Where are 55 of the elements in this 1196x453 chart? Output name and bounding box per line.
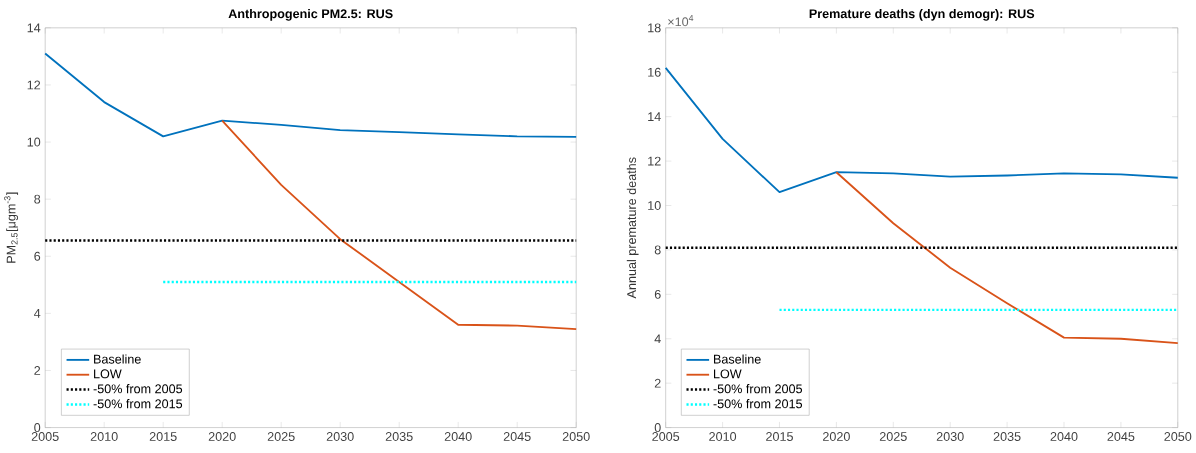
x-tick-label: 2010: [90, 431, 118, 441]
x-tick-label: 2030: [936, 431, 964, 441]
y-tick-label: 18: [648, 23, 661, 33]
y-axis-title: Annual premature deaths: [626, 157, 639, 299]
y-tick-label: 4: [34, 308, 41, 318]
x-tick-label: 2045: [1107, 431, 1135, 441]
x-tick-label: 2020: [823, 431, 850, 441]
line-series: [835, 171, 1179, 344]
y-tick-label: 10: [27, 137, 41, 147]
chart-title: Premature deaths (dyn demogr): RUS: [809, 8, 1035, 21]
x-tick-label: 2010: [709, 431, 737, 441]
y-tick-label: 0: [654, 422, 661, 432]
y-tick-label: 0: [34, 422, 41, 432]
x-tick-label: 2030: [326, 431, 354, 441]
x-tick-label: 2050: [562, 431, 590, 441]
legend-label: -50% from 2015: [93, 398, 183, 409]
legend-label: Baseline: [714, 354, 761, 364]
legend-label: -50% from 2015: [713, 398, 803, 409]
x-tick-label: 2045: [503, 431, 531, 441]
x-tick-label: 2020: [208, 431, 236, 441]
x-tick-label: 2005: [652, 431, 680, 441]
y-tick-label: 2: [34, 365, 41, 375]
x-tick-label: 2035: [385, 431, 413, 441]
x-tick-label: 2035: [993, 431, 1021, 441]
x-tick-label: 2015: [766, 431, 793, 441]
line-series: [44, 52, 578, 138]
x-tick-label: 2025: [267, 431, 295, 441]
y-tick-label: 2: [654, 378, 661, 388]
y-axis-title: PM$_{2.5}$[μgm$^{-3}$]: [4, 192, 19, 263]
y-tick-label: 10: [648, 200, 661, 210]
y-tick-label: 4: [654, 334, 661, 343]
y-tick-label: 12: [648, 156, 661, 166]
x-tick-label: 2015: [149, 431, 177, 441]
y-tick-label: 14: [648, 112, 661, 121]
x-tick-label: 2040: [444, 431, 472, 441]
x-tick-label: 2005: [31, 431, 59, 441]
legend-label: Baseline: [94, 354, 141, 364]
x-tick-label: 2040: [1050, 431, 1078, 441]
y-tick-label: 12: [27, 80, 41, 90]
line-series: [664, 66, 1179, 193]
text: ×10$^{4}$: [668, 14, 694, 27]
line-series: [221, 119, 578, 330]
y-tick-label: 6: [34, 251, 41, 261]
chart-title: Anthropogenic PM2.5: RUS: [228, 8, 393, 21]
y-tick-label: 16: [648, 67, 661, 77]
y-tick-label: 14: [27, 23, 41, 32]
y-tick-label: 6: [654, 289, 661, 299]
y-tick-label: 8: [654, 245, 661, 255]
legend-label: LOW: [94, 369, 122, 379]
y-tick-label: 8: [34, 194, 41, 204]
x-tick-label: 2050: [1164, 431, 1192, 441]
legend-label: LOW: [714, 369, 742, 379]
x-tick-label: 2025: [879, 431, 907, 441]
legend-label: -50% from 2005: [93, 383, 183, 394]
legend-label: -50% from 2005: [713, 383, 803, 394]
